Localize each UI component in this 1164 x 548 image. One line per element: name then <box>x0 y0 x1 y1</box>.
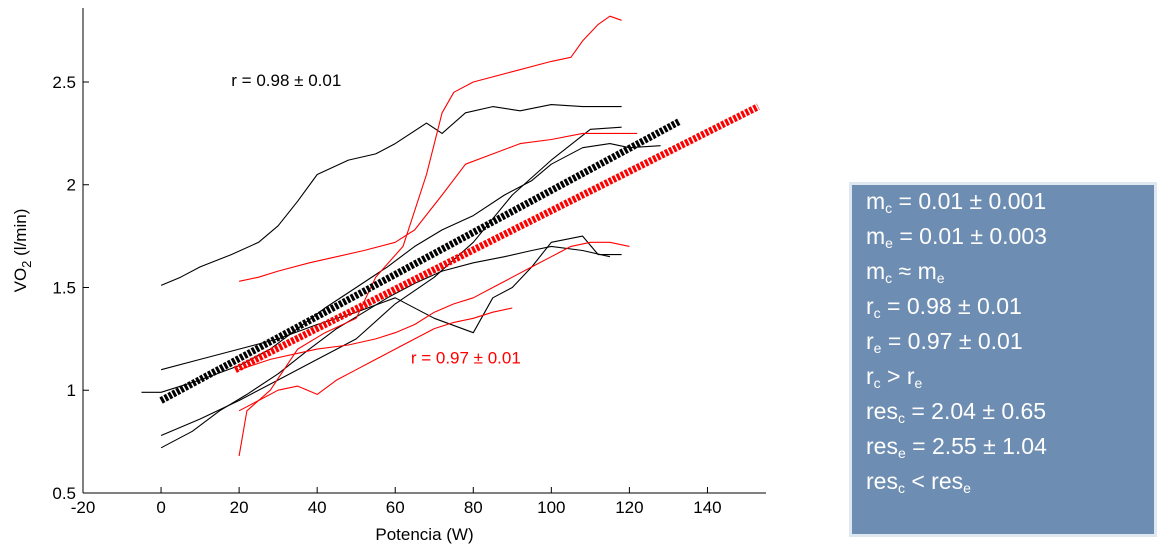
stat-subscript: e <box>936 270 945 286</box>
x-tick-label: 120 <box>615 498 643 517</box>
stat-text: m <box>866 258 886 284</box>
stat-subscript: e <box>873 340 882 356</box>
stat-text: = 2.55 ± 1.04 <box>905 433 1047 459</box>
stat-subscript: c <box>873 305 881 321</box>
x-tick-label: 100 <box>537 498 565 517</box>
stat-subscript: c <box>873 375 881 391</box>
y-tick-label: 1.5 <box>52 278 76 297</box>
fit-line-exp <box>233 103 760 373</box>
x-axis-label: Potencia (W) <box>375 525 473 544</box>
stat-text: res <box>866 468 898 494</box>
stat-text: r <box>866 293 874 319</box>
stat-subscript: e <box>963 480 971 496</box>
stat-text: m <box>866 188 886 214</box>
stats-box: mc = 0.01 ± 0.001 me = 0.01 ± 0.003 mc ≈… <box>849 182 1157 537</box>
series-layer <box>141 15 661 457</box>
stat-subscript: c <box>885 200 893 216</box>
x-tick-label: 80 <box>464 498 483 517</box>
stat-line: re = 0.97 ± 0.01 <box>866 324 1157 359</box>
stat-subscript: e <box>897 445 906 461</box>
y-axis-label-sub: 2 <box>19 261 34 268</box>
stat-text: = 0.01 ± 0.003 <box>892 223 1047 249</box>
annotation-control-r: r = 0.98 ± 0.01 <box>231 71 341 90</box>
stat-text: = 2.04 ± 0.65 <box>904 398 1047 424</box>
series-line-8 <box>238 241 630 371</box>
series-line-5 <box>160 235 622 371</box>
stat-text: = 0.98 ± 0.01 <box>880 293 1022 319</box>
stat-line: resc < rese <box>866 464 1157 499</box>
annotation-exp-r: r = 0.97 ± 0.01 <box>411 349 521 368</box>
stat-subscript: e <box>914 375 923 391</box>
stat-text: r <box>866 363 874 389</box>
stat-text: res <box>866 398 898 424</box>
stat-text: = 0.97 ± 0.01 <box>881 328 1023 354</box>
stat-subscript: c <box>897 480 905 496</box>
stat-text: ≈ m <box>892 258 937 284</box>
series-line-4 <box>160 245 611 449</box>
stat-line: rc = 0.98 ± 0.01 <box>866 289 1157 324</box>
series-line-2 <box>141 143 661 393</box>
axes <box>82 8 766 494</box>
x-tick-label: 0 <box>156 498 165 517</box>
stat-line: rese = 2.55 ± 1.04 <box>866 429 1157 464</box>
stat-text: > r <box>880 363 915 389</box>
stat-line: resc = 2.04 ± 0.65 <box>866 394 1157 429</box>
series-line-9 <box>238 307 513 412</box>
x-tick-label: -20 <box>71 498 96 517</box>
stat-line: rc > re <box>866 359 1157 394</box>
series-line-6 <box>238 15 622 457</box>
stat-text: m <box>866 223 886 249</box>
tick-labels: -20 0 20 40 60 80 100 120 140 0.5 1 1.5 2 2.5 <box>52 73 721 517</box>
y-tick-label: 2.5 <box>52 73 76 92</box>
stat-text: = 0.01 ± 0.001 <box>892 188 1047 214</box>
stat-line: mc ≈ me <box>866 254 1157 289</box>
stat-subscript: c <box>885 270 893 286</box>
y-tick-label: 2 <box>67 176 76 195</box>
series-line-3 <box>160 126 622 437</box>
fit-line-control <box>159 117 682 404</box>
stat-text: r <box>866 328 874 354</box>
fit-layer <box>159 103 760 404</box>
y-axis-label: VO2 (l/min) <box>11 209 34 293</box>
y-axis-label-unit: (l/min) <box>11 209 30 261</box>
stat-subscript: e <box>885 235 893 251</box>
stat-line: me = 0.01 ± 0.003 <box>866 219 1157 254</box>
series-line-1 <box>160 104 622 286</box>
y-axis-label-main: VO <box>11 268 30 293</box>
x-tick-label: 60 <box>386 498 405 517</box>
y-tick-label: 1 <box>67 381 76 400</box>
x-tick-label: 140 <box>693 498 721 517</box>
stat-subscript: c <box>897 410 905 426</box>
stat-text: < res <box>904 468 964 494</box>
stat-text: res <box>866 433 898 459</box>
chart-canvas: -20 0 20 40 60 80 100 120 140 0.5 1 1.5 2 2.5 Potenci… <box>11 8 766 544</box>
series-line-7 <box>238 132 638 282</box>
y-tick-label: 0.5 <box>52 484 76 503</box>
stat-line: mc = 0.01 ± 0.001 <box>866 184 1157 219</box>
x-tick-label: 20 <box>230 498 249 517</box>
x-tick-label: 40 <box>308 498 327 517</box>
